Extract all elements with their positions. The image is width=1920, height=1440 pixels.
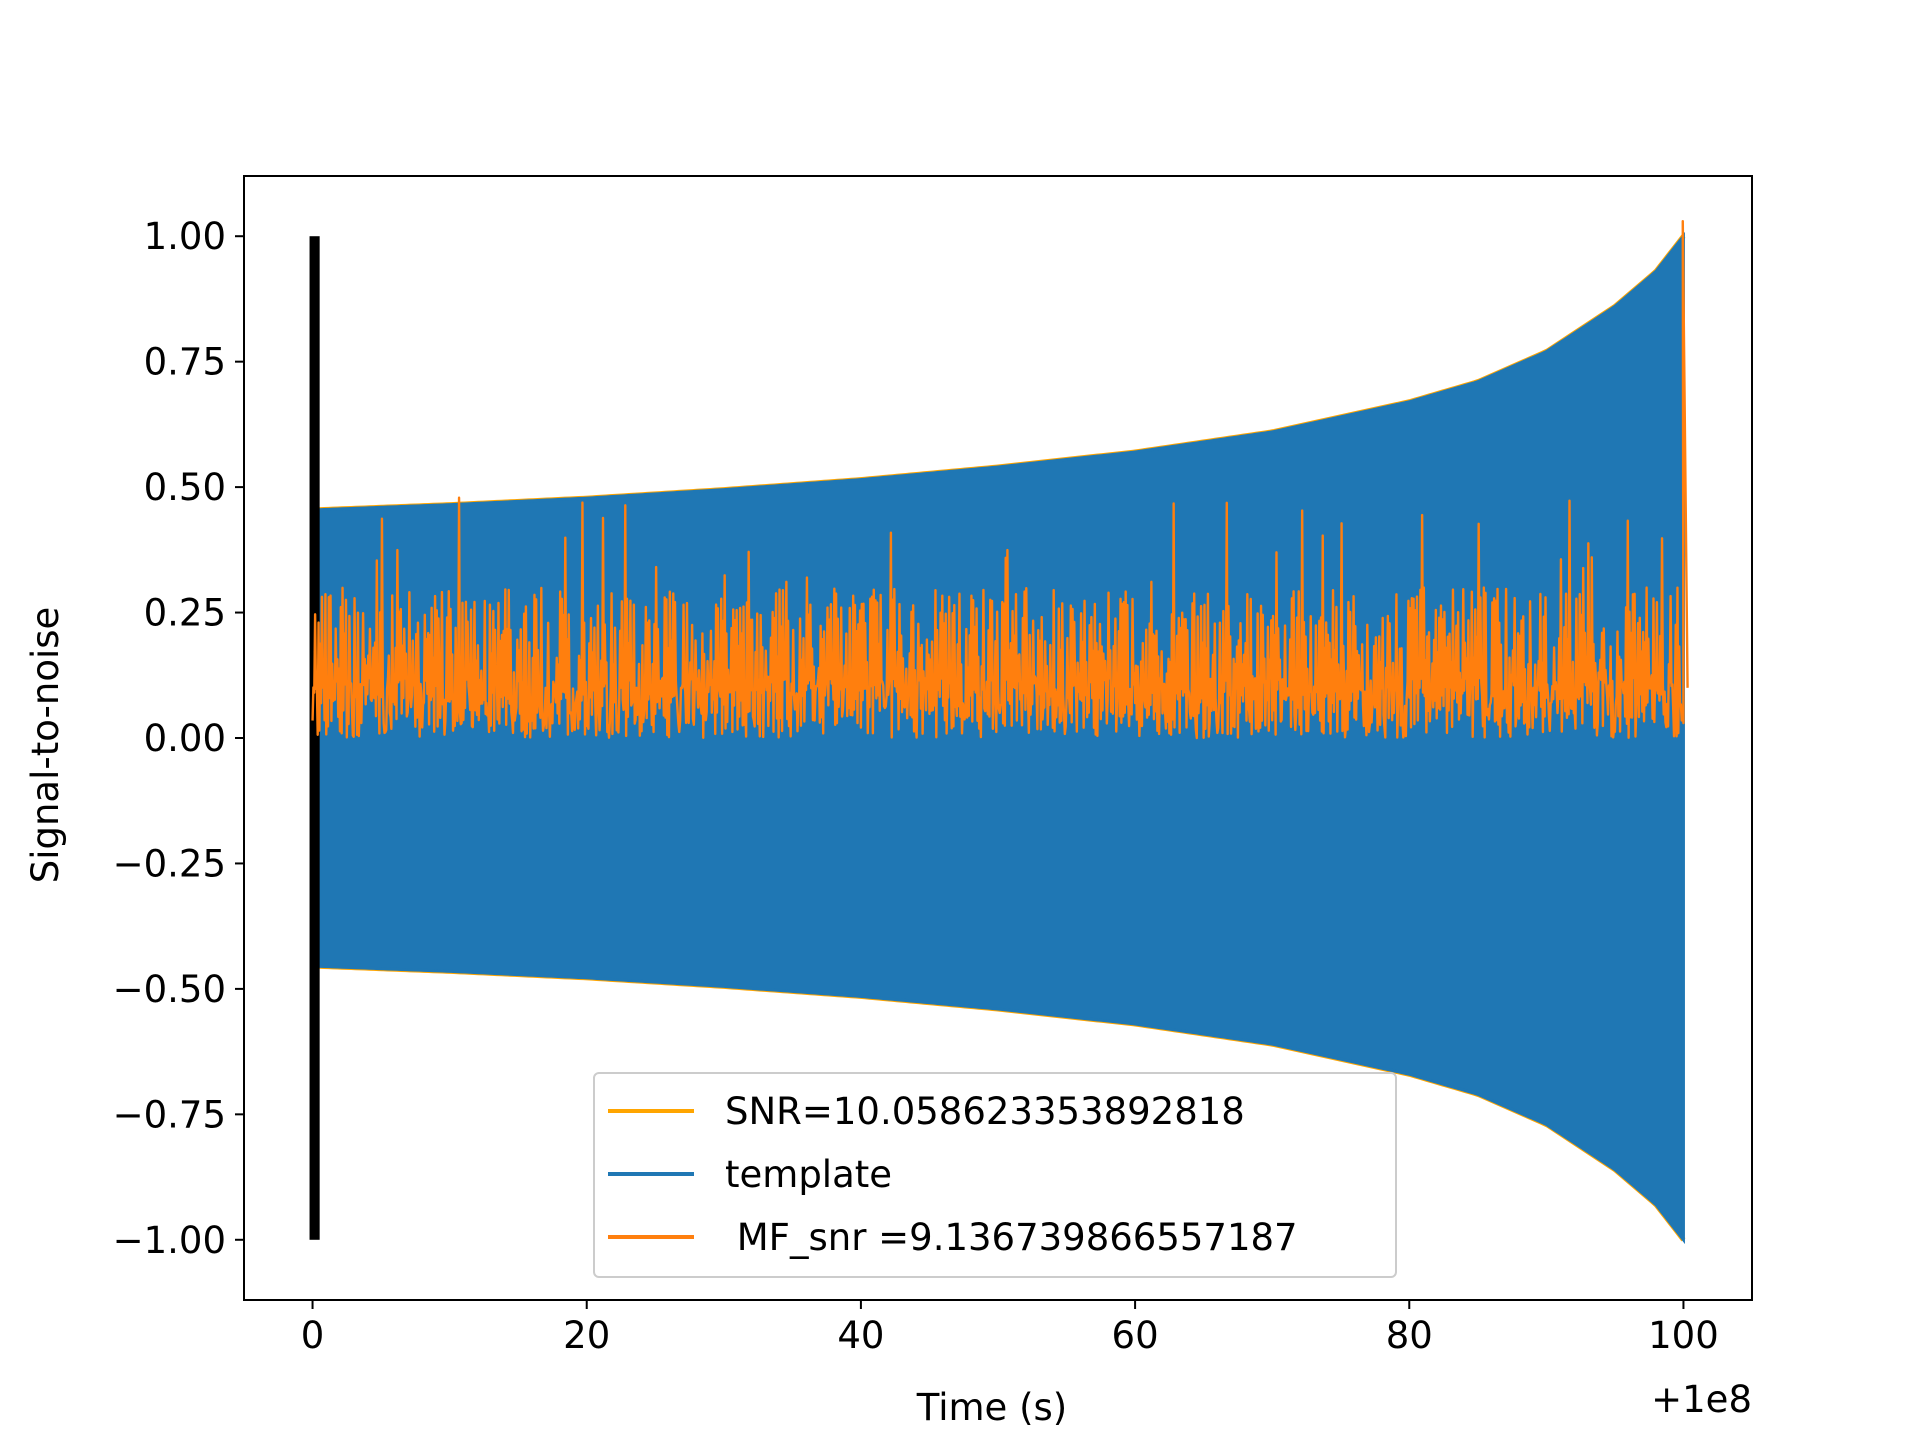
y-tick-label: 1.00 bbox=[144, 215, 226, 258]
y-tick-label: −1.00 bbox=[113, 1219, 226, 1262]
x-tick-label: 100 bbox=[1648, 1314, 1719, 1357]
mf-snr-series bbox=[311, 219, 1689, 740]
y-tick-label: 0.00 bbox=[144, 717, 226, 760]
x-offset-label: +1e8 bbox=[1651, 1378, 1752, 1421]
legend-box bbox=[593, 1072, 1397, 1278]
plot-series-group bbox=[309, 219, 1689, 1245]
template-series bbox=[317, 231, 1685, 1245]
legend-label: template bbox=[725, 1153, 892, 1196]
y-axis-label: Signal-to-noise bbox=[24, 607, 67, 884]
x-tick-label: 40 bbox=[837, 1314, 884, 1357]
y-tick-label: 0.75 bbox=[144, 341, 226, 384]
x-axis-label: Time (s) bbox=[916, 1386, 1067, 1429]
y-tick-label: −0.75 bbox=[113, 1093, 226, 1136]
x-tick-label: 60 bbox=[1112, 1314, 1159, 1357]
x-tick-label: 0 bbox=[301, 1314, 325, 1357]
axes: 0 20 40 60 80 100 1.00 0.75 0.50 0.25 0.00 −0.25 −0.… bbox=[113, 175, 1753, 1357]
legend: SNR=10.058623353892818 template MF_snr =9… bbox=[593, 1072, 1397, 1278]
y-tick-label: −0.50 bbox=[113, 968, 226, 1011]
legend-label: SNR=10.058623353892818 bbox=[725, 1090, 1245, 1133]
y-tick-label: 0.25 bbox=[144, 592, 226, 635]
y-tick-label: −0.25 bbox=[113, 842, 226, 885]
y-tick-label: 0.50 bbox=[144, 466, 226, 509]
template-start-spike bbox=[309, 236, 320, 1240]
plot-area bbox=[309, 219, 1689, 1245]
x-tick-label: 80 bbox=[1386, 1314, 1433, 1357]
x-tick-label: 20 bbox=[563, 1314, 610, 1357]
legend-label: MF_snr =9.136739866557187 bbox=[725, 1216, 1298, 1259]
